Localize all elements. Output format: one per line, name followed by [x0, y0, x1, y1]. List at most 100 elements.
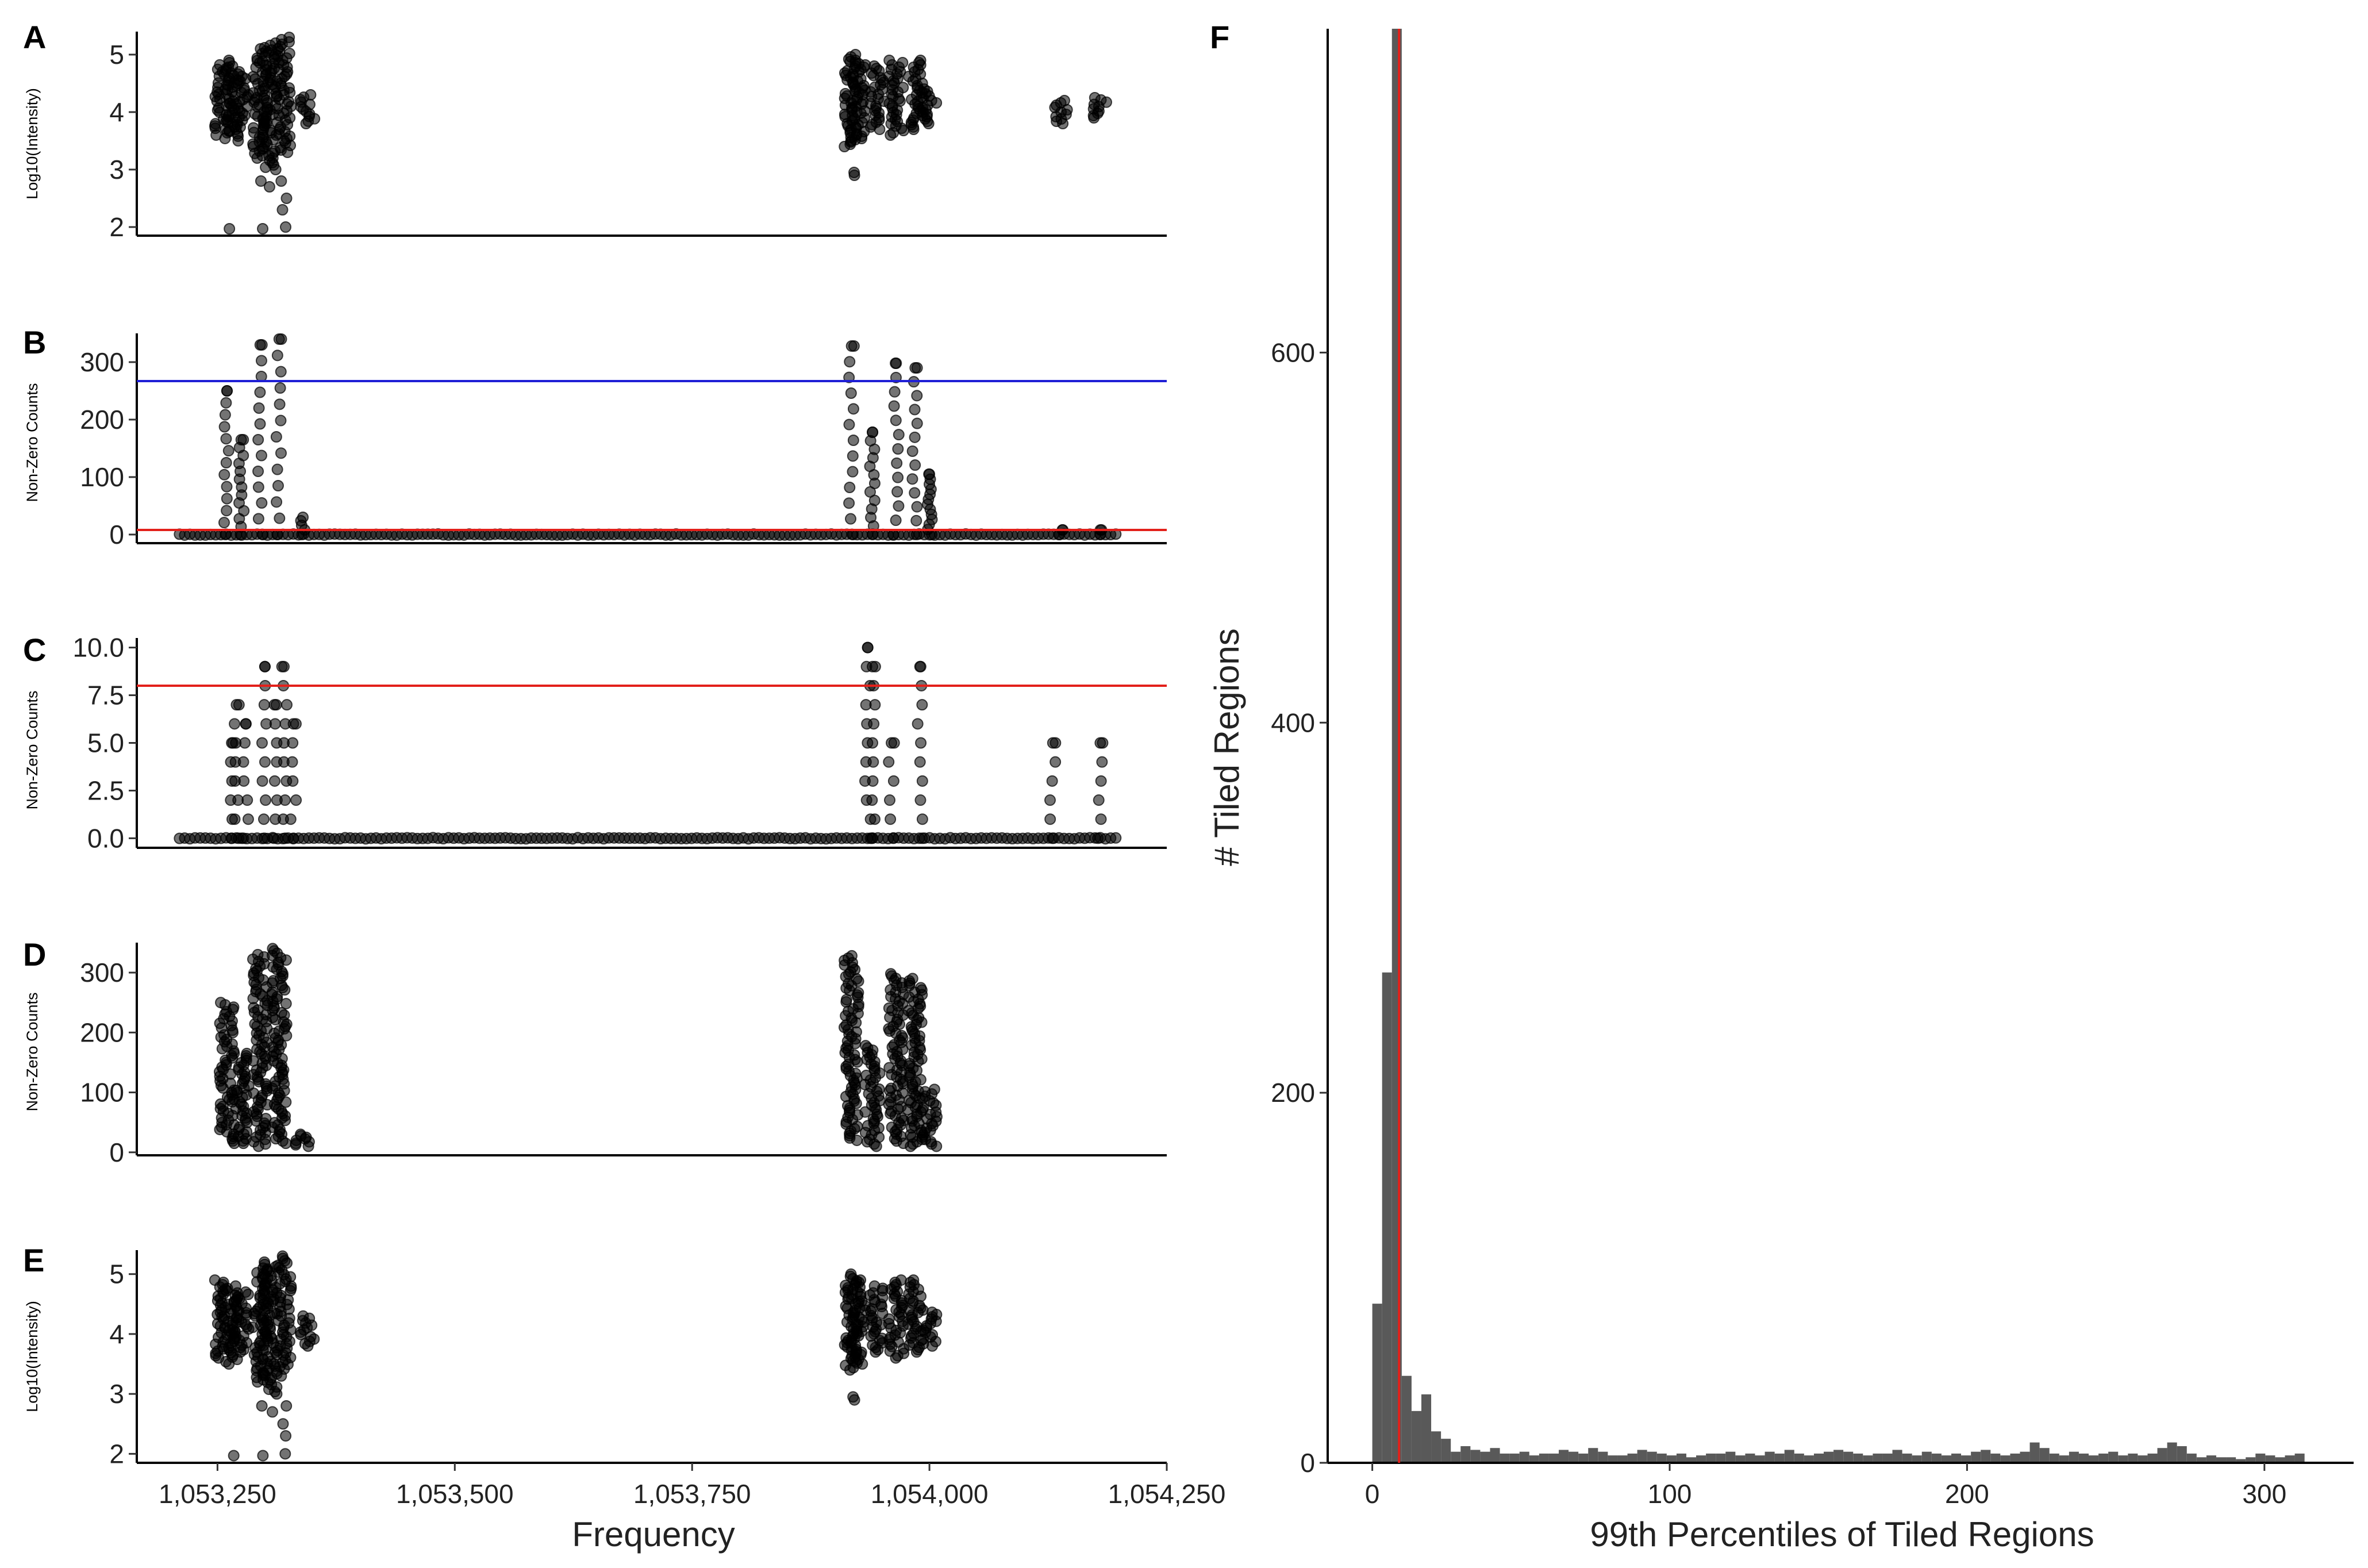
- panel-e: E Log10(Intensity) Frequency 2 3 4 5 1,053,2…: [23, 1242, 1225, 1554]
- panel-d: D Non-Zero Counts 0 100 200 300: [23, 936, 1167, 1167]
- panel-b-data-point: [892, 471, 904, 483]
- panel-e-data-point: [259, 1256, 271, 1268]
- panel-f-ytick-label: 200: [1271, 1078, 1315, 1108]
- panel-b-data-point: [847, 450, 859, 462]
- panel-a-ytick-label: 2: [109, 212, 124, 242]
- histogram-bar: [2294, 1453, 2305, 1463]
- histogram-bar: [2108, 1451, 2119, 1463]
- panel-c-data-point: [237, 832, 249, 844]
- panel-letter-f: F: [1210, 19, 1229, 55]
- panel-b-data-point: [890, 514, 902, 526]
- panel-f-xtick-label: 300: [2242, 1479, 2286, 1509]
- panel-b-data-point-max: [273, 333, 285, 345]
- panel-b-data-point: [847, 403, 859, 415]
- histogram-bar: [1784, 1450, 1794, 1463]
- histogram-bar: [2138, 1455, 2148, 1463]
- panel-c-data-point: [256, 737, 268, 749]
- panel-e-data-point: [895, 1274, 907, 1286]
- panel-b-data-point: [891, 457, 903, 469]
- panel-b-data-point: [909, 431, 921, 443]
- histogram-bar: [2196, 1457, 2206, 1463]
- panel-c-data-point: [867, 737, 879, 749]
- panel-b-data-point: [218, 421, 230, 433]
- panel-b-data-point: [272, 480, 284, 491]
- panel-a-data-point: [233, 66, 245, 78]
- panel-e-data-point: [229, 1325, 241, 1338]
- panel-c-data-point-max: [867, 660, 878, 672]
- panel-b-data-point-max: [867, 426, 878, 438]
- panel-d-data-point: [294, 1128, 306, 1140]
- panel-b-data-point: [220, 433, 232, 445]
- panel-c-data-point: [916, 813, 928, 825]
- histogram-bar: [1853, 1453, 1863, 1463]
- panel-c-plot: 0.0 2.5 5.0 7.5 10.0: [72, 633, 1167, 853]
- histogram-bar: [1990, 1453, 2001, 1463]
- panel-b-data-point: [253, 402, 265, 414]
- panel-c-data-point-max: [259, 660, 271, 672]
- histogram-bar: [1725, 1451, 1736, 1463]
- panel-b-data-point: [891, 486, 904, 498]
- panel-e-ylabel: Log10(Intensity): [24, 1301, 41, 1412]
- panel-d-ylabel: Non-Zero Counts: [24, 992, 41, 1111]
- panel-d-plot: 0 100 200 300: [80, 943, 1167, 1167]
- panel-e-data-point: [276, 1250, 289, 1262]
- panel-c-data-point: [1092, 832, 1104, 844]
- histogram-bar: [1696, 1455, 1706, 1463]
- panel-a-outlier-point: [276, 204, 289, 216]
- panel-e-xtick-label: 1,053,750: [633, 1479, 751, 1509]
- panel-c-data-point: [912, 718, 924, 730]
- panel-b-data-point: [254, 418, 266, 430]
- histogram-bar: [1539, 1453, 1549, 1463]
- histogram-bar: [2265, 1455, 2275, 1463]
- panel-letter-d: D: [23, 936, 46, 973]
- histogram-bar: [1843, 1451, 1854, 1463]
- histogram-bar: [1470, 1450, 1481, 1463]
- panel-c-data-point: [242, 813, 254, 825]
- panel-c-ytick-label: 7.5: [87, 681, 124, 710]
- panel-c-data-point: [287, 775, 299, 787]
- panel-c-data-point: [868, 718, 880, 730]
- panel-c-data-point: [883, 756, 895, 768]
- panel-c-data-point: [260, 794, 272, 806]
- panel-b-data-point: [275, 414, 287, 426]
- histogram-bar: [1647, 1451, 1657, 1463]
- panel-a-data-point: [283, 32, 295, 43]
- panel-c-data-point: [269, 718, 281, 730]
- histogram-bar: [1941, 1455, 1951, 1463]
- panel-a-data-point: [256, 86, 268, 97]
- panel-b-data-point: [843, 418, 855, 431]
- histogram-bar: [2157, 1448, 2167, 1463]
- histogram-bar: [1559, 1450, 1569, 1463]
- panel-a-data-point: [256, 56, 268, 67]
- panel-b-data-point: [252, 466, 264, 477]
- panel-c-data-point: [268, 775, 280, 787]
- panel-c-data-point: [287, 737, 299, 749]
- panel-b-data-point: [847, 466, 859, 478]
- histogram-bar: [1981, 1450, 1991, 1463]
- panel-c-data-point: [916, 699, 928, 711]
- panel-a-data-point: [1058, 95, 1070, 106]
- panel-d-data-point: [252, 948, 264, 960]
- panel-e-data-point: [297, 1310, 309, 1322]
- histogram-bar: [1931, 1453, 1942, 1463]
- panel-c-data-point: [915, 737, 927, 749]
- panel-e-outlier-point: [279, 1448, 291, 1460]
- panel-a-outlier-point: [279, 221, 291, 233]
- histogram-bar: [2177, 1446, 2187, 1463]
- panel-e-ytick-label: 3: [109, 1379, 124, 1409]
- panel-b-data-point: [890, 414, 902, 426]
- panel-a-data-point: [897, 56, 909, 68]
- panel-e-data-point: [209, 1274, 221, 1286]
- panel-a-data-point: [839, 88, 851, 99]
- panel-c-baseline-point: [1110, 832, 1122, 844]
- panel-c-data-point: [1046, 832, 1058, 844]
- histogram-bar: [1451, 1451, 1461, 1463]
- panel-d-ytick-label: 300: [80, 958, 124, 987]
- panel-c-data-point-max: [1094, 737, 1106, 749]
- histogram-bar: [1617, 1455, 1628, 1463]
- panel-e-data-point: [883, 1313, 895, 1325]
- histogram-bar: [1774, 1453, 1785, 1463]
- panel-c-data-point: [867, 775, 879, 787]
- panel-c-data-point: [887, 775, 899, 787]
